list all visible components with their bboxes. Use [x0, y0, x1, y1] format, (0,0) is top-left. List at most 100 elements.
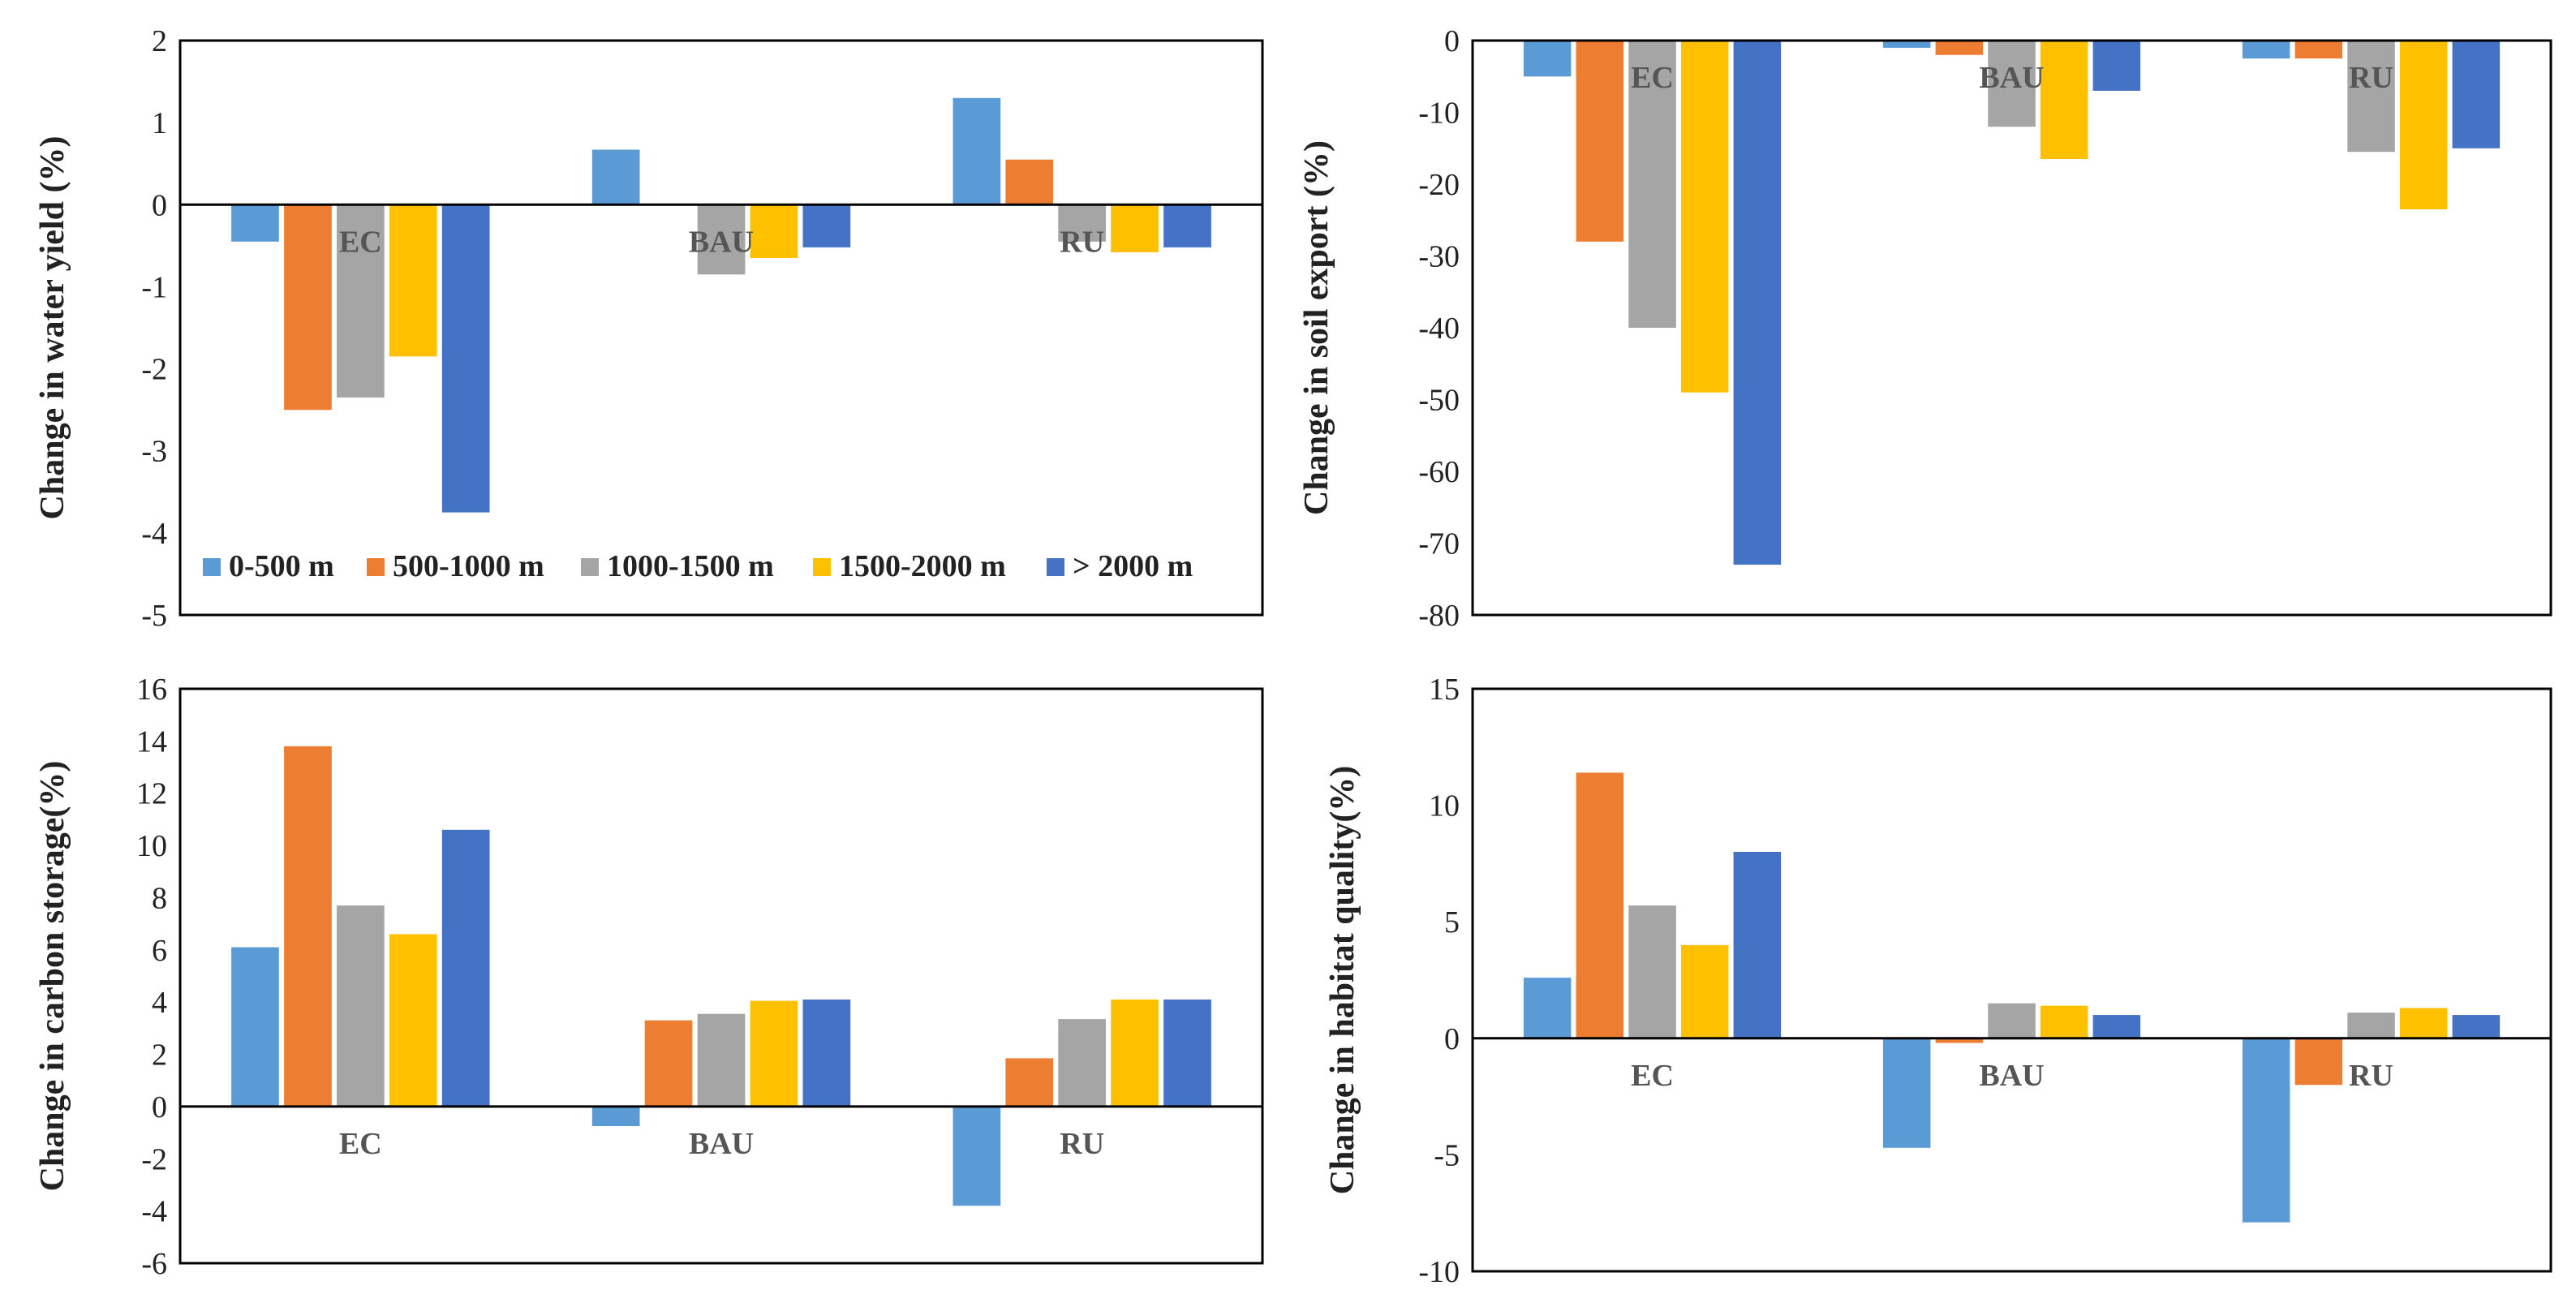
- legend-item: 500-1000 m: [367, 549, 544, 583]
- bar-ec-s0: [1523, 41, 1572, 77]
- bar-bau-s4: [802, 1000, 851, 1107]
- y-tick-label: -80: [1418, 599, 1460, 633]
- category-label-ru: RU: [2349, 1059, 2393, 1093]
- legend-item: > 2000 m: [1047, 549, 1193, 583]
- y-tick-label: 6: [152, 934, 167, 968]
- bar-bau-s0: [1882, 1038, 1931, 1148]
- chart-habitat-quality: 15 10 5 0 -5 -10 EC BAU RU Change in habitat qu…: [1324, 673, 2552, 1289]
- bars-soil-export: [1523, 41, 2501, 565]
- y-axis-label: Change in carbon storage(%): [34, 761, 71, 1192]
- bar-bau-s4: [2092, 41, 2141, 91]
- bar-ru-s3: [2399, 41, 2448, 209]
- y-tick-label: 0: [152, 188, 167, 222]
- bar-ru-s1: [1005, 159, 1054, 205]
- bar-ru-s1: [2294, 41, 2343, 59]
- plot-frame: [1471, 687, 2552, 1273]
- y-tick-label: 0: [1444, 24, 1460, 58]
- y-tick-label: -2: [141, 1142, 167, 1176]
- category-label-ru: RU: [1060, 225, 1104, 259]
- bar-bau-s2: [697, 1013, 746, 1107]
- bar-bau-s1: [1935, 1038, 1984, 1043]
- category-labels: EC BAU RU: [1631, 61, 2393, 95]
- bar-ru-s2: [1058, 204, 1106, 242]
- bars-water-yield: [231, 97, 1211, 513]
- bar-bau-s3: [2040, 41, 2088, 159]
- bar-ec-s3: [1680, 41, 1729, 393]
- legend-label: 1500-2000 m: [839, 549, 1006, 583]
- y-tick-label: -4: [141, 1195, 167, 1229]
- bar-ru-s3: [2399, 1008, 2448, 1038]
- bar-ec-s2: [1628, 41, 1676, 328]
- category-label-ru: RU: [1060, 1127, 1104, 1161]
- bar-ru-s3: [1111, 204, 1159, 252]
- y-tick-labels: 0 -10 -20 -30 -40 -50 -60 -70 -80: [1418, 24, 1460, 633]
- bars-carbon-storage: [231, 746, 1211, 1206]
- bar-bau-s4: [2092, 1015, 2141, 1038]
- bar-ec-s3: [1680, 944, 1729, 1038]
- bar-ec-s4: [1733, 41, 1782, 565]
- y-tick-label: 2: [152, 1038, 167, 1073]
- y-tick-label: -30: [1418, 240, 1460, 274]
- bar-bau-s4: [802, 204, 851, 247]
- category-label-bau: BAU: [1979, 1059, 2044, 1093]
- bar-ru-s1: [2294, 1038, 2343, 1086]
- bar-ru-s2: [1058, 1019, 1106, 1107]
- plot-frame: [178, 687, 1264, 1265]
- bar-bau-s0: [591, 149, 640, 205]
- y-tick-label: -60: [1418, 455, 1460, 489]
- y-axis-label: Change in water yield (%): [34, 136, 71, 520]
- bar-ec-s4: [441, 829, 490, 1107]
- bar-ec-s4: [1733, 852, 1782, 1038]
- y-tick-label: 0: [1444, 1022, 1460, 1056]
- bar-ec-s2: [1628, 905, 1676, 1038]
- legend-label: 0-500 m: [229, 549, 334, 583]
- bar-ec-s1: [284, 204, 332, 411]
- chart-water-yield: 2 1 0 -1 -2 -3 -4 -5 EC BAU RU Change in water yi…: [34, 24, 1264, 633]
- legend-label: 500-1000 m: [393, 549, 544, 583]
- category-labels: EC BAU RU: [1631, 1059, 2393, 1093]
- y-tick-label: 10: [1429, 789, 1460, 823]
- bar-ec-s2: [337, 905, 385, 1107]
- bar-ru-s0: [953, 97, 1001, 205]
- y-tick-label: 5: [1444, 905, 1460, 939]
- category-label-ec: EC: [339, 1127, 382, 1161]
- y-tick-label: -3: [141, 435, 167, 469]
- y-tick-label: -20: [1418, 168, 1460, 202]
- legend-swatch: [581, 558, 599, 576]
- y-tick-label: 4: [152, 986, 167, 1020]
- category-label-ec: EC: [1631, 61, 1674, 95]
- bar-bau-s1: [1935, 41, 1984, 55]
- y-axis-label: Change in habitat quality(%): [1324, 766, 1361, 1195]
- bars-habitat-quality: [1523, 772, 2501, 1223]
- category-label-bau: BAU: [1979, 61, 2044, 95]
- bar-ru-s0: [953, 1106, 1001, 1206]
- category-labels: EC BAU RU: [339, 225, 1104, 259]
- bar-bau-s1: [644, 1020, 693, 1107]
- y-tick-label: -40: [1418, 312, 1460, 346]
- bar-bau-s0: [1882, 41, 1931, 48]
- bar-ec-s4: [441, 204, 490, 513]
- bar-bau-s0: [591, 1106, 640, 1126]
- y-tick-label: 15: [1429, 673, 1460, 707]
- bar-ru-s3: [1111, 1000, 1159, 1107]
- y-tick-label: 1: [152, 106, 167, 140]
- y-tick-label: -50: [1418, 384, 1460, 418]
- bar-bau-s3: [750, 1000, 798, 1107]
- legend-item: 0-500 m: [203, 549, 334, 583]
- category-label-ec: EC: [339, 225, 382, 259]
- y-tick-label: -70: [1418, 527, 1460, 561]
- y-tick-label: 14: [136, 724, 167, 759]
- y-tick-label: -10: [1418, 97, 1460, 131]
- bar-ru-s4: [1163, 1000, 1211, 1107]
- legend-label: > 2000 m: [1073, 549, 1193, 583]
- bar-ec-s1: [1576, 41, 1624, 242]
- y-tick-label: -10: [1418, 1255, 1460, 1289]
- bar-bau-s3: [2040, 1005, 2088, 1038]
- bar-bau-s2: [1988, 1003, 2036, 1038]
- bar-ec-s0: [1523, 978, 1572, 1038]
- chart-carbon-storage: 16 14 12 10 8 6 4 2 0 -2 -4 -6 EC BAU RU Change in ca…: [34, 673, 1264, 1281]
- bar-ru-s1: [1005, 1058, 1054, 1107]
- y-tick-labels: 2 1 0 -1 -2 -3 -4 -5: [141, 24, 167, 633]
- y-tick-label: -5: [141, 599, 167, 633]
- legend-swatch: [203, 558, 221, 576]
